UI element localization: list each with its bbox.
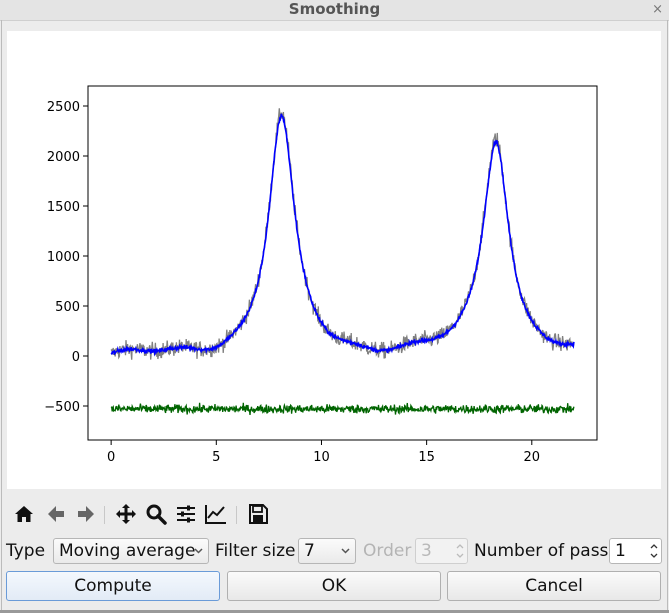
cancel-button[interactable]: Cancel bbox=[447, 571, 661, 601]
y-tick-label: 0 bbox=[72, 350, 80, 365]
y-tick-label: 1000 bbox=[47, 250, 80, 265]
type-value: Moving average bbox=[59, 541, 196, 561]
ok-button[interactable]: OK bbox=[227, 571, 441, 601]
x-tick-label: 10 bbox=[313, 450, 330, 465]
compute-button[interactable]: Compute bbox=[6, 571, 220, 601]
chevron-down-icon bbox=[341, 548, 350, 554]
x-tick-label: 15 bbox=[418, 450, 435, 465]
order-value: 3 bbox=[421, 541, 432, 561]
forward-arrow-icon[interactable] bbox=[72, 500, 100, 528]
smoothing-controls: Type Moving average Filter size 7 Order … bbox=[0, 538, 669, 566]
y-tick-label: −500 bbox=[44, 400, 80, 415]
edit-axis-icon[interactable] bbox=[202, 500, 230, 528]
spin-arrows-icon bbox=[456, 544, 464, 558]
configure-subplots-icon[interactable] bbox=[172, 500, 200, 528]
filter-size-combobox[interactable]: 7 bbox=[298, 538, 356, 564]
passes-value: 1 bbox=[615, 541, 626, 561]
spin-arrows-icon[interactable] bbox=[649, 541, 659, 561]
zoom-icon[interactable] bbox=[142, 500, 170, 528]
x-tick-label: 0 bbox=[107, 450, 115, 465]
title-bar: Smoothing × bbox=[0, 0, 669, 21]
filter-size-label: Filter size bbox=[215, 541, 296, 561]
y-tick-label: 2500 bbox=[47, 100, 80, 115]
chart: 0 5 10 15 20 −500 0 500 1000 1500 2000 2500 bbox=[44, 85, 598, 465]
pan-icon[interactable] bbox=[112, 500, 140, 528]
matplotlib-toolbar bbox=[10, 500, 310, 530]
series-line-residual bbox=[110, 402, 575, 415]
home-icon[interactable] bbox=[10, 500, 38, 528]
x-tick-label: 5 bbox=[212, 450, 220, 465]
window-title: Smoothing bbox=[288, 0, 381, 18]
order-spinbox: 3 bbox=[415, 538, 468, 564]
type-label: Type bbox=[6, 541, 46, 561]
type-combobox[interactable]: Moving average bbox=[53, 538, 209, 564]
y-tick-label: 2000 bbox=[47, 150, 80, 165]
filter-size-value: 7 bbox=[304, 541, 315, 561]
toolbar-separator bbox=[104, 506, 105, 524]
series-line-noisy-raw bbox=[110, 108, 575, 360]
series-line-smoothed bbox=[110, 113, 575, 357]
x-tick-label: 20 bbox=[524, 450, 541, 465]
passes-label: Number of pass bbox=[474, 541, 609, 561]
window-frame bbox=[1, 20, 668, 611]
save-icon[interactable] bbox=[244, 500, 272, 528]
toolbar-separator bbox=[236, 506, 237, 524]
y-tick-label: 500 bbox=[55, 300, 80, 315]
y-tick-label: 1500 bbox=[47, 200, 80, 215]
back-arrow-icon[interactable] bbox=[42, 500, 70, 528]
close-icon[interactable]: × bbox=[652, 2, 663, 17]
passes-spinbox[interactable]: 1 bbox=[609, 538, 662, 564]
chevron-down-icon bbox=[194, 548, 203, 554]
plot-canvas[interactable]: 0 5 10 15 20 −500 0 500 1000 1500 2000 2500 bbox=[7, 31, 661, 489]
axes-frame bbox=[87, 85, 598, 441]
window-bottom-border bbox=[0, 610, 669, 613]
order-label: Order bbox=[363, 541, 412, 561]
